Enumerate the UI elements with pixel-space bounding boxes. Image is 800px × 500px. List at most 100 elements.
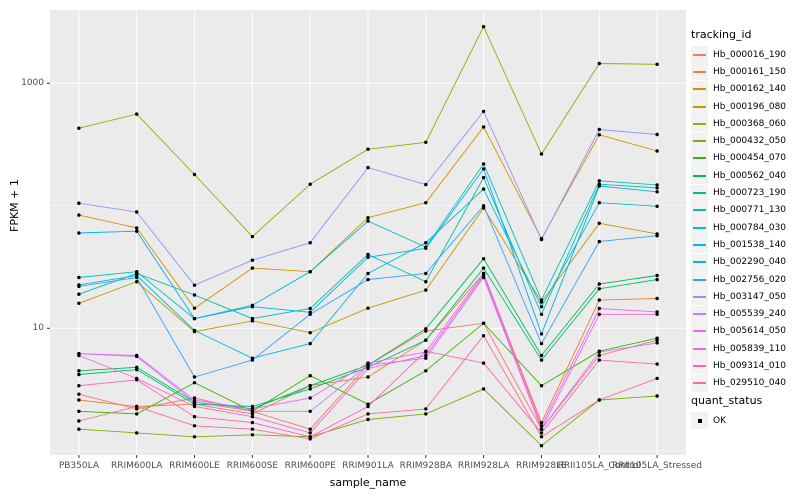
- data-point: [597, 179, 601, 183]
- data-point: [539, 298, 544, 302]
- data-point: [135, 210, 139, 214]
- data-point: [481, 266, 486, 270]
- data-point: [77, 419, 81, 423]
- data-point: [539, 435, 544, 439]
- y-tick-label: 10: [32, 322, 44, 333]
- data-point: [597, 287, 601, 291]
- legend-entry: Hb_002756_020: [691, 271, 786, 288]
- data-point: [192, 415, 197, 419]
- legend-entry: Hb_003147_050: [691, 288, 787, 306]
- legend-key-line-icon: [691, 374, 708, 392]
- legend-label: Hb_002290_040: [713, 257, 787, 268]
- data-point: [192, 375, 197, 379]
- data-point: [366, 271, 370, 276]
- x-tick-label: RRIM928BA: [399, 461, 453, 471]
- data-point: [250, 427, 255, 431]
- x-tick-label: RRIM600LE: [169, 461, 220, 471]
- data-point: [308, 384, 312, 388]
- legend-key-line-icon: [691, 322, 708, 340]
- data-point: [77, 126, 81, 130]
- legend-entry: Hb_000454_070: [691, 149, 786, 167]
- data-point: [308, 396, 312, 400]
- data-point: [424, 338, 428, 342]
- data-point: [308, 331, 312, 335]
- data-point: [424, 271, 428, 276]
- data-point: [597, 358, 601, 362]
- data-point: [308, 241, 312, 245]
- data-point: [308, 427, 312, 431]
- data-point: [481, 387, 486, 391]
- legend-key-line-icon: [691, 80, 708, 98]
- data-point: [308, 437, 312, 441]
- data-point: [135, 270, 139, 274]
- legend-label: Hb_003147_050: [713, 291, 787, 302]
- data-point: [539, 424, 544, 428]
- data-point: [250, 404, 255, 409]
- legend-entry: Hb_009314_010: [691, 357, 786, 375]
- legend-key-line-icon: [691, 271, 708, 288]
- x-tick-label: RRIM928LE: [516, 461, 567, 471]
- legend-key-line-icon: [691, 253, 708, 271]
- data-point: [655, 277, 659, 282]
- data-point: [597, 184, 601, 188]
- legend-key-line-icon: [691, 98, 708, 116]
- legend-label: Hb_000562_040: [713, 170, 787, 181]
- data-point: [250, 409, 255, 413]
- legend-key-line-icon: [691, 167, 708, 185]
- data-point: [308, 409, 312, 413]
- data-point: [135, 367, 139, 372]
- data-point: [655, 149, 659, 153]
- data-point: [366, 147, 370, 151]
- data-point: [192, 424, 197, 428]
- legend-label: Hb_000368_060: [713, 118, 787, 129]
- data-point: [135, 229, 139, 233]
- legend-entry: Hb_029510_040: [691, 374, 786, 392]
- legend-entry-ok: OK: [691, 412, 762, 430]
- legend-key-line-icon: [691, 357, 708, 375]
- data-point: [597, 350, 601, 354]
- data-point: [77, 275, 81, 280]
- data-point: [135, 378, 139, 382]
- data-point: [539, 353, 544, 358]
- data-point: [308, 387, 312, 391]
- data-point: [597, 127, 601, 132]
- data-point: [597, 201, 601, 205]
- legend-entry: Hb_002290_040: [691, 253, 787, 271]
- legend-label: Hb_005839_110: [713, 343, 787, 354]
- data-point: [192, 306, 197, 310]
- legend-key-line-icon: [691, 115, 708, 133]
- legend-entry: Hb_005539_240: [691, 305, 786, 323]
- x-tick-label: RRIM600SE: [226, 461, 279, 471]
- data-point: [250, 316, 255, 321]
- legend-label: Hb_000784_030: [713, 222, 787, 233]
- data-point: [250, 415, 255, 419]
- legend-key-line-icon: [691, 46, 708, 64]
- data-point: [366, 361, 370, 365]
- data-point: [597, 298, 601, 302]
- data-point: [77, 284, 81, 289]
- x-tick-label: PB350LA: [58, 461, 99, 471]
- data-point: [424, 241, 428, 245]
- data-point: [366, 277, 370, 282]
- data-point: [308, 312, 312, 316]
- data-point: [597, 239, 601, 244]
- data-point: [77, 427, 81, 431]
- legend-key-line-icon: [691, 201, 708, 219]
- x-tick-label: RRIM600LA: [110, 461, 163, 471]
- legend-entry: Hb_000723_190: [691, 184, 787, 202]
- data-point: [366, 404, 370, 409]
- data-point: [597, 398, 601, 402]
- data-point: [655, 312, 659, 316]
- data-point: [539, 431, 544, 435]
- data-point: [424, 353, 428, 358]
- legend-label: Hb_000723_190: [713, 188, 787, 199]
- data-point: [655, 186, 659, 190]
- data-point: [539, 420, 544, 425]
- data-point: [366, 366, 370, 371]
- data-point: [366, 375, 370, 379]
- data-point: [424, 356, 428, 360]
- data-point: [135, 431, 139, 435]
- data-point: [366, 412, 370, 416]
- data-point: [597, 221, 601, 225]
